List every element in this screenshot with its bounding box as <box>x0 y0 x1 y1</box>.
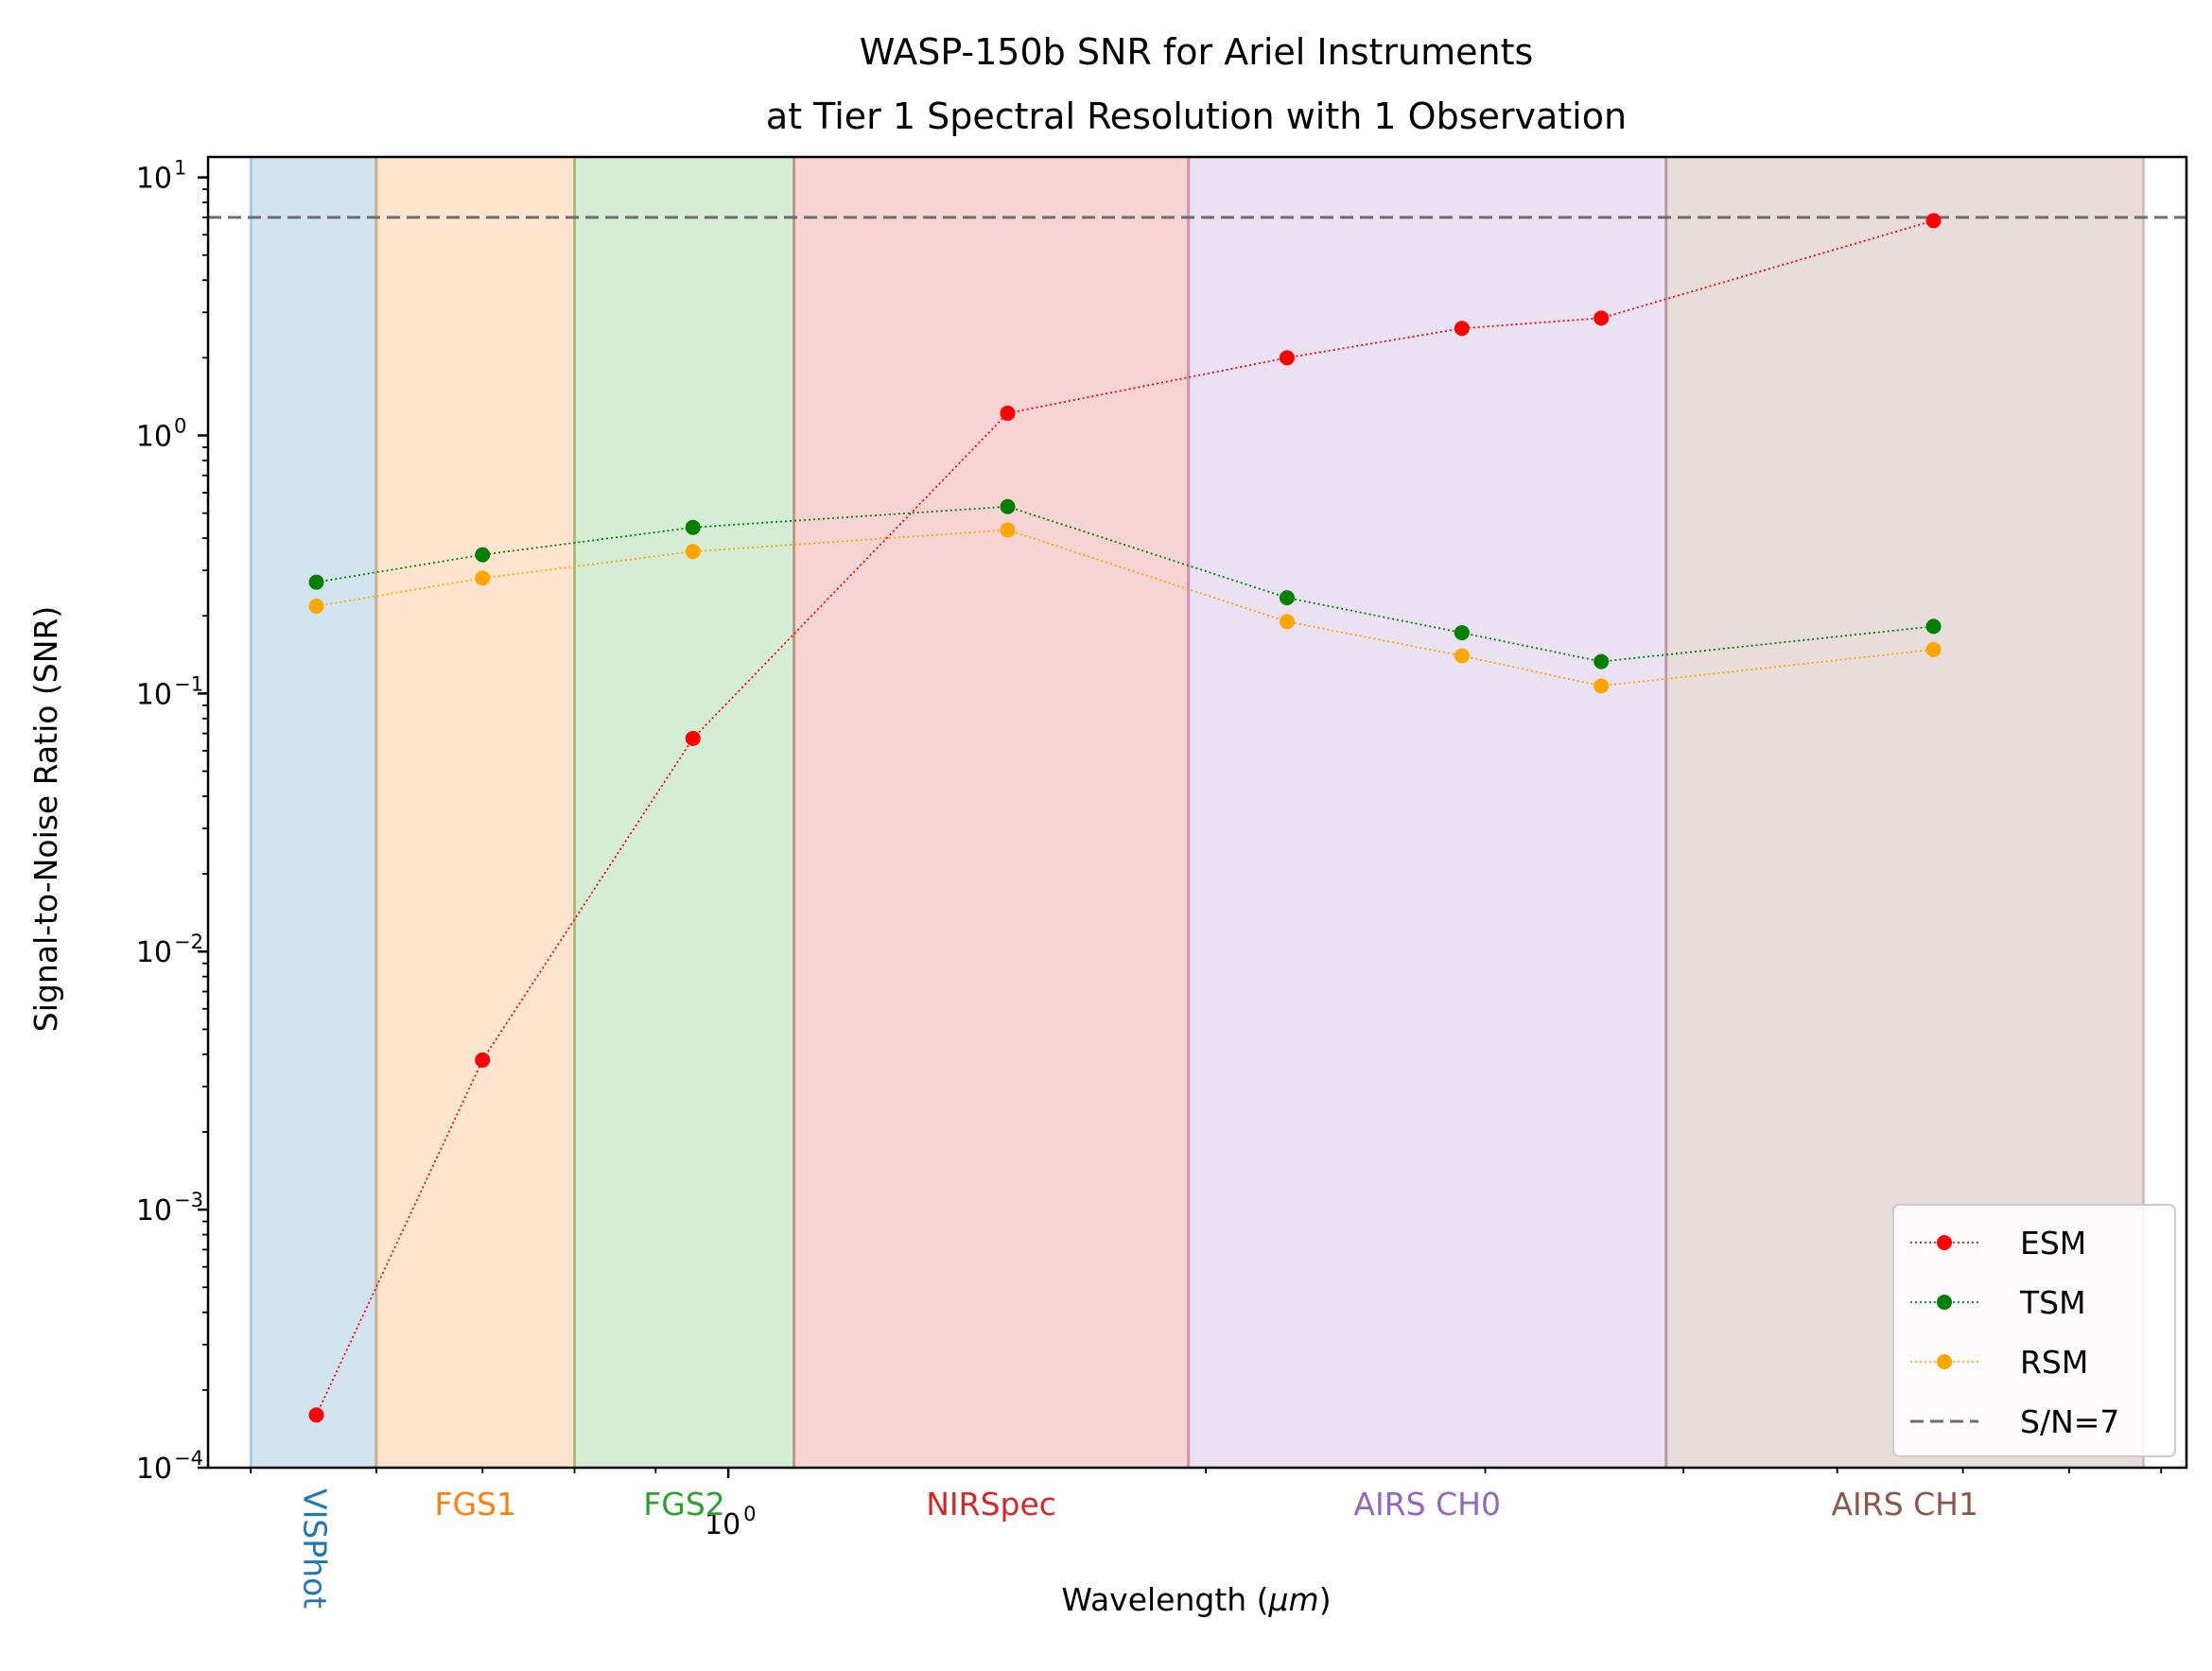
legend: ESM TSM RSM S/N=7 <box>1892 1204 2176 1457</box>
rsm-point-7 <box>1925 641 1942 657</box>
esm-point-1 <box>475 1052 491 1068</box>
x-axis-label-suffix: ) <box>1319 1581 1332 1618</box>
tsm-point-5 <box>1454 625 1470 641</box>
y-tick-label-0: 10 <box>136 163 172 196</box>
legend-marker-tsm <box>1937 1295 1952 1310</box>
tsm-point-4 <box>1279 590 1295 606</box>
tsm-point-3 <box>1000 498 1016 514</box>
band-label-2: FGS2 <box>643 1486 725 1523</box>
y-tick-label-1: 10 <box>136 420 172 453</box>
y-tick-label-2: 10 <box>136 678 172 711</box>
y-tick-label-exp-1: 0 <box>174 414 186 437</box>
x-tick-label-exp-0: 0 <box>743 1503 756 1525</box>
chart-subtitle: at Tier 1 Spectral Resolution with 1 Obs… <box>766 96 1627 137</box>
band-label-5: AIRS CH1 <box>1831 1486 1978 1523</box>
plot-frame <box>206 155 2188 1470</box>
rsm-point-2 <box>685 544 701 560</box>
legend-marker-esm <box>1937 1235 1952 1250</box>
tsm-point-7 <box>1925 618 1942 635</box>
legend-label-rsm: RSM <box>2020 1344 2088 1381</box>
band-labels: VISPhot FGS1 FGS2 NIRSpec AIRS CH0 AIRS CH1 <box>297 1486 1978 1609</box>
tsm-point-6 <box>1594 653 1610 670</box>
y-axis-label: Signal-to-Noise Ratio (SNR) <box>27 606 64 1032</box>
x-axis-label-prefix: Wavelength ( <box>1061 1581 1268 1618</box>
esm-point-7 <box>1925 213 1942 229</box>
x-tick-label-0: 10 <box>705 1508 740 1541</box>
y-tick-label-exp-5: −4 <box>174 1447 203 1470</box>
esm-series-line <box>315 219 1934 1416</box>
esm-point-2 <box>685 730 701 746</box>
chart-title: WASP-150b SNR for Ariel Instruments <box>860 31 1534 73</box>
y-tick-label-4: 10 <box>136 1194 172 1227</box>
tsm-point-0 <box>308 574 324 590</box>
band-4 <box>1188 157 1666 1468</box>
tsm-point-1 <box>475 547 491 563</box>
y-tick-label-5: 10 <box>136 1453 172 1486</box>
legend-label-s-n-7: S/N=7 <box>2020 1403 2119 1440</box>
tsm-point-2 <box>685 519 701 535</box>
rsm-point-4 <box>1279 614 1295 630</box>
y-tick-label-exp-2: −1 <box>174 672 203 695</box>
band-label-4: AIRS CH0 <box>1353 1486 1501 1523</box>
band-2 <box>574 157 794 1468</box>
band-1 <box>375 157 575 1468</box>
x-axis-label-unit: μm <box>1268 1581 1319 1618</box>
esm-point-0 <box>308 1407 324 1423</box>
esm-point-6 <box>1594 310 1610 326</box>
y-tick-label-exp-3: −2 <box>174 931 203 953</box>
legend-label-tsm: TSM <box>2019 1284 2086 1321</box>
y-tick-label-exp-0: 1 <box>174 157 186 180</box>
band-0 <box>251 157 376 1468</box>
esm-point-5 <box>1454 321 1470 337</box>
series-layer <box>308 213 1942 1423</box>
legend-box <box>1892 1204 2176 1457</box>
band-label-3: NIRSpec <box>926 1486 1056 1523</box>
rsm-point-5 <box>1454 648 1470 664</box>
axes: 10 110 010 −110 −210 −310 −410 0 <box>136 155 2188 1541</box>
esm-point-3 <box>1000 405 1016 421</box>
band-label-1: FGS1 <box>434 1486 516 1523</box>
band-3 <box>793 157 1189 1468</box>
rsm-point-6 <box>1594 678 1610 694</box>
x-axis-label: Wavelength (μm) <box>1061 1581 1331 1618</box>
rsm-series-line <box>316 529 1934 688</box>
esm-point-4 <box>1279 350 1295 366</box>
legend-label-esm: ESM <box>2020 1225 2086 1262</box>
rsm-point-1 <box>475 570 491 586</box>
legend-marker-rsm <box>1937 1354 1952 1369</box>
rsm-point-0 <box>308 599 324 615</box>
tsm-series-line <box>316 505 1934 663</box>
y-tick-label-exp-4: −3 <box>174 1189 203 1211</box>
band-label-0: VISPhot <box>297 1488 334 1609</box>
y-tick-label-3: 10 <box>136 936 172 969</box>
rsm-point-3 <box>1000 522 1016 538</box>
instrument-bands <box>249 157 2146 1468</box>
